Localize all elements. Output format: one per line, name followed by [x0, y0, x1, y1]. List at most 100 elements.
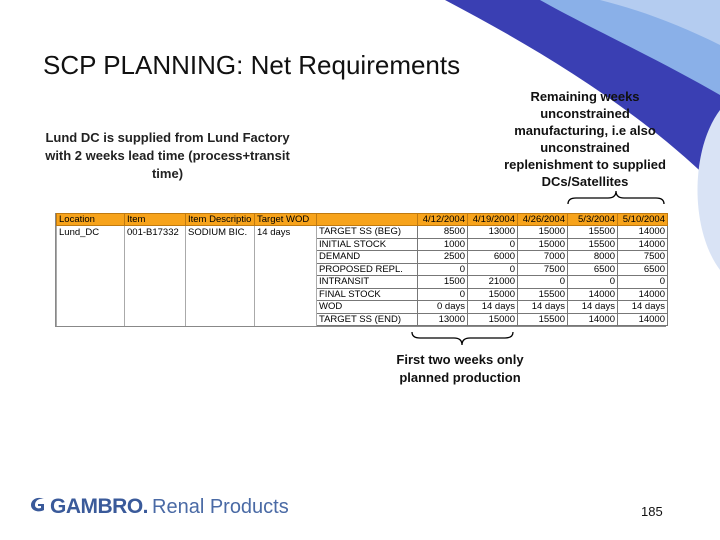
cell-measure-label[interactable]: PROPOSED REPL. — [316, 262, 418, 276]
cell-value[interactable]: 0 — [617, 275, 668, 289]
cell-location[interactable] — [56, 275, 125, 288]
cell-value[interactable]: 8500 — [417, 225, 468, 239]
header-date[interactable]: 5/3/2004 — [567, 213, 618, 226]
header-date[interactable]: 4/26/2004 — [517, 213, 568, 226]
cell-value[interactable]: 7000 — [517, 250, 568, 264]
cell-value[interactable]: 0 days — [417, 300, 468, 314]
cell-value[interactable]: 15000 — [517, 237, 568, 251]
cell-value[interactable]: 14 days — [467, 300, 518, 314]
cell-value[interactable]: 14000 — [617, 312, 668, 326]
cell-target-wod[interactable] — [254, 300, 317, 313]
brace-icon — [567, 190, 665, 205]
net-requirements-table: Location Item Item Descriptio Target WOD… — [55, 213, 668, 327]
cell-item-description[interactable] — [185, 300, 255, 313]
cell-location[interactable] — [56, 238, 125, 251]
cell-value[interactable]: 0 — [467, 262, 518, 276]
cell-measure-label[interactable]: TARGET SS (END) — [316, 312, 418, 326]
cell-value[interactable]: 14000 — [617, 287, 668, 301]
header-item[interactable]: Item — [124, 213, 186, 226]
cell-item[interactable] — [124, 250, 186, 263]
cell-value[interactable]: 13000 — [417, 312, 468, 326]
cell-value[interactable]: 6500 — [617, 262, 668, 276]
cell-measure-label[interactable]: TARGET SS (BEG) — [316, 225, 418, 239]
cell-target-wod[interactable] — [254, 313, 317, 326]
cell-value[interactable]: 15000 — [517, 225, 568, 239]
cell-value[interactable]: 14 days — [617, 300, 668, 314]
header-target-wod[interactable]: Target WOD — [254, 213, 317, 226]
cell-location[interactable] — [56, 313, 125, 326]
cell-value[interactable]: 0 — [517, 275, 568, 289]
cell-value[interactable]: 0 — [417, 287, 468, 301]
header-date[interactable]: 5/10/2004 — [617, 213, 668, 226]
cell-location[interactable] — [56, 263, 125, 276]
cell-value[interactable]: 15500 — [517, 287, 568, 301]
cell-item[interactable] — [124, 300, 186, 313]
cell-item-description[interactable] — [185, 263, 255, 276]
cell-value[interactable]: 1000 — [417, 237, 468, 251]
cell-value[interactable]: 0 — [467, 237, 518, 251]
cell-target-wod[interactable]: 14 days — [254, 225, 317, 238]
cell-value[interactable]: 15000 — [467, 287, 518, 301]
cell-item[interactable] — [124, 238, 186, 251]
table-row: FINAL STOCK 0 15000 15500 14000 14000 — [56, 287, 668, 301]
cell-item-description[interactable] — [185, 288, 255, 301]
cell-value[interactable]: 14000 — [567, 312, 618, 326]
header-measure[interactable] — [316, 213, 418, 226]
cell-value[interactable]: 7500 — [517, 262, 568, 276]
cell-item-description[interactable] — [185, 250, 255, 263]
cell-item[interactable] — [124, 275, 186, 288]
cell-measure-label[interactable]: WOD — [316, 300, 418, 314]
cell-measure-label[interactable]: FINAL STOCK — [316, 287, 418, 301]
cell-value[interactable]: 14 days — [517, 300, 568, 314]
cell-value[interactable]: 15500 — [567, 237, 618, 251]
slide-title: SCP PLANNING: Net Requirements — [43, 50, 461, 80]
cell-value[interactable]: 15500 — [567, 225, 618, 239]
header-location[interactable]: Location — [56, 213, 125, 226]
cell-value[interactable]: 15000 — [467, 312, 518, 326]
cell-location[interactable] — [56, 300, 125, 313]
cell-value[interactable]: 6000 — [467, 250, 518, 264]
header-date[interactable]: 4/19/2004 — [467, 213, 518, 226]
table-row: TARGET SS (END) 13000 15000 15500 14000 14000 — [56, 312, 668, 326]
cell-value[interactable]: 7500 — [617, 250, 668, 264]
cell-item[interactable] — [124, 263, 186, 276]
gambro-logo-icon — [31, 497, 44, 512]
table-row: INTRANSIT 1500 21000 0 0 0 — [56, 275, 668, 289]
cell-target-wod[interactable] — [254, 250, 317, 263]
note-planned-production: First two weeks only planned production — [396, 352, 524, 385]
cell-value[interactable]: 14000 — [617, 237, 668, 251]
cell-item-description[interactable] — [185, 275, 255, 288]
cell-target-wod[interactable] — [254, 288, 317, 301]
cell-value[interactable]: 14 days — [567, 300, 618, 314]
table-row: Lund_DC 001-B17332 SODIUM BIC. 14 days TARGE… — [56, 225, 668, 239]
cell-value[interactable]: 13000 — [467, 225, 518, 239]
cell-value[interactable]: 15500 — [517, 312, 568, 326]
cell-target-wod[interactable] — [254, 275, 317, 288]
cell-measure-label[interactable]: INTRANSIT — [316, 275, 418, 289]
cell-value[interactable]: 21000 — [467, 275, 518, 289]
cell-value[interactable]: 6500 — [567, 262, 618, 276]
cell-target-wod[interactable] — [254, 263, 317, 276]
cell-target-wod[interactable] — [254, 238, 317, 251]
cell-value[interactable]: 14000 — [617, 225, 668, 239]
cell-value[interactable]: 8000 — [567, 250, 618, 264]
cell-location[interactable] — [56, 288, 125, 301]
header-item-description[interactable]: Item Descriptio — [185, 213, 255, 226]
cell-value[interactable]: 0 — [567, 275, 618, 289]
cell-measure-label[interactable]: DEMAND — [316, 250, 418, 264]
cell-item[interactable] — [124, 288, 186, 301]
cell-item-description[interactable] — [185, 238, 255, 251]
cell-value[interactable]: 1500 — [417, 275, 468, 289]
cell-location[interactable]: Lund_DC — [56, 225, 125, 238]
cell-item-description[interactable]: SODIUM BIC. — [185, 225, 255, 238]
cell-value[interactable]: 14000 — [567, 287, 618, 301]
company-logo: GAMBRO. Renal Products — [28, 490, 289, 524]
cell-item[interactable]: 001-B17332 — [124, 225, 186, 238]
cell-measure-label[interactable]: INITIAL STOCK — [316, 237, 418, 251]
cell-value[interactable]: 0 — [417, 262, 468, 276]
cell-location[interactable] — [56, 250, 125, 263]
cell-value[interactable]: 2500 — [417, 250, 468, 264]
header-date[interactable]: 4/12/2004 — [417, 213, 468, 226]
cell-item-description[interactable] — [185, 313, 255, 326]
cell-item[interactable] — [124, 313, 186, 326]
